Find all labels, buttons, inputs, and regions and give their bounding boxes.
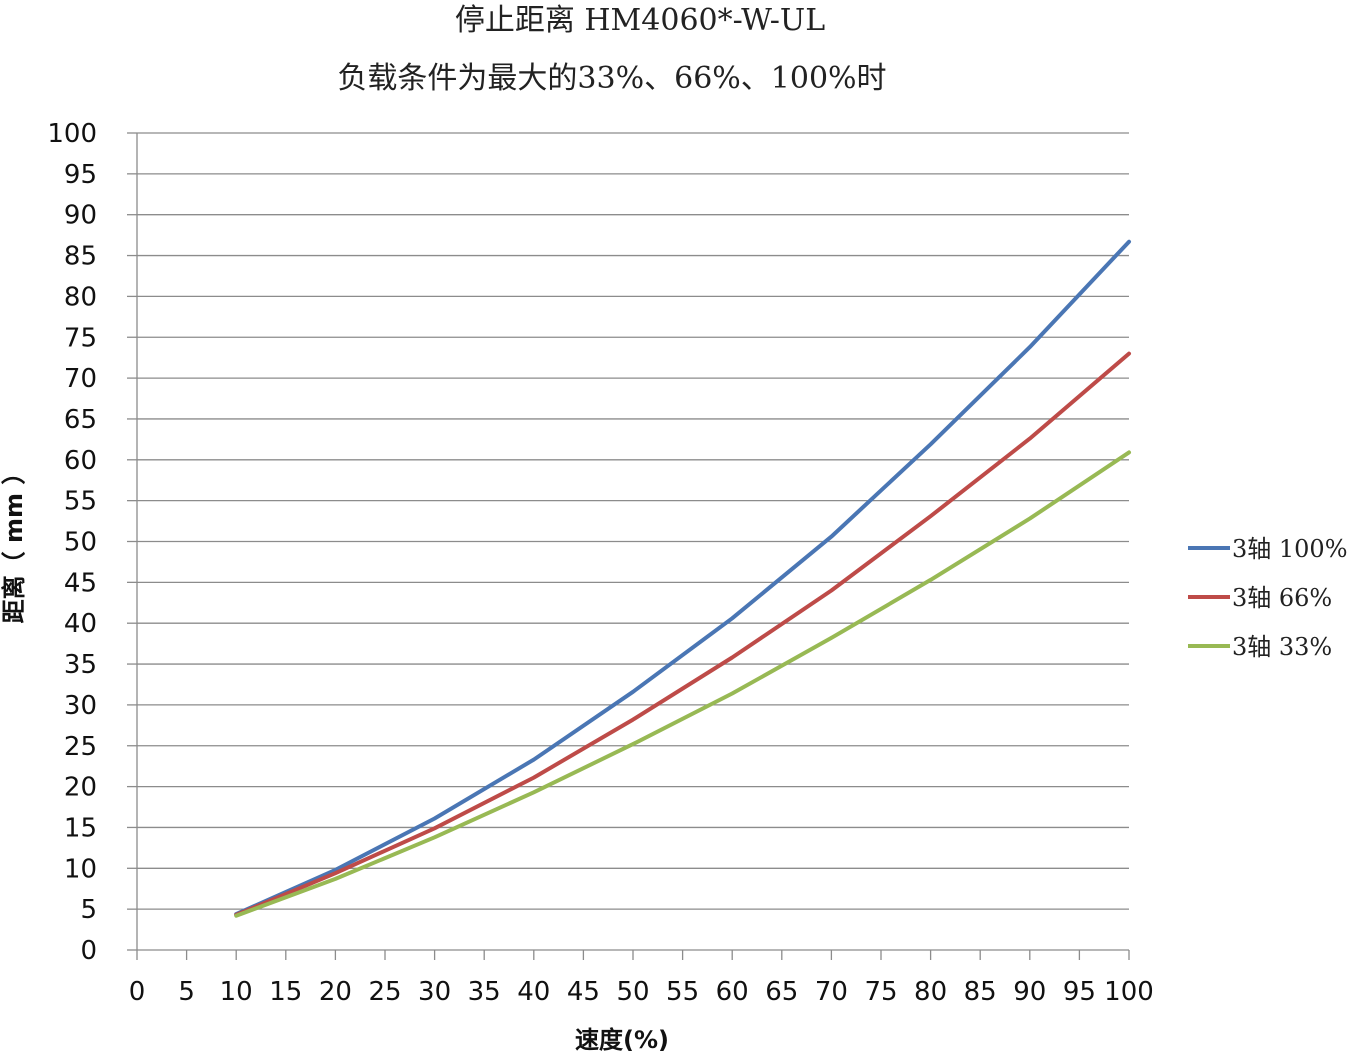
x-tick-label: 35: [468, 977, 501, 1007]
series-line-1: [234, 351, 1131, 917]
x-tick-label: 15: [269, 977, 302, 1007]
y-tick-label: 35: [64, 650, 97, 680]
x-tick-label: 20: [319, 977, 352, 1007]
legend: 3轴 100% 3轴 66% 3轴 33%: [1188, 535, 1348, 661]
legend-label-1: 3轴 66%: [1232, 584, 1332, 612]
x-axis-label: 速度(%): [575, 1026, 669, 1054]
y-tick-label: 5: [80, 895, 97, 925]
y-tick-label: 10: [64, 854, 97, 884]
y-tick-label: 30: [64, 691, 97, 721]
y-tick-label: 75: [64, 323, 97, 353]
x-tick-label: 100: [1104, 977, 1154, 1007]
y-tick-label: 90: [64, 201, 97, 231]
x-tick-labels: 0 5 10 15 20 25 30 35 40 45 50 55 60 65 70 75 80 85 90 95 10…: [129, 977, 1154, 1007]
y-tick-label: 40: [64, 609, 97, 639]
y-tick-label: 100: [47, 119, 97, 149]
legend-label-2: 3轴 33%: [1232, 633, 1332, 661]
x-tick-label: 90: [1013, 977, 1046, 1007]
y-tick-label: 60: [64, 446, 97, 476]
x-tick-label: 85: [964, 977, 997, 1007]
x-tick-label: 60: [716, 977, 749, 1007]
y-tick-label: 50: [64, 528, 97, 558]
y-tick-label: 95: [64, 160, 97, 190]
y-tick-label: 65: [64, 405, 97, 435]
y-tick-label: 25: [64, 732, 97, 762]
x-tick-label: 0: [129, 977, 146, 1007]
y-tick-labels: 0 5 10 15 20 25 30 35 40 45 50 55 60 65 70 75 80 85 90 95 10…: [47, 119, 97, 966]
y-tick-label: 70: [64, 364, 97, 394]
x-tick-label: 45: [567, 977, 600, 1007]
y-tick-label: 80: [64, 282, 97, 312]
y-axis-label: 距离（ mm ）: [0, 461, 28, 624]
x-tick-label: 10: [220, 977, 253, 1007]
x-tick-label: 95: [1063, 977, 1096, 1007]
x-tick-label: 55: [666, 977, 699, 1007]
x-tick-label: 65: [765, 977, 798, 1007]
x-tick-label: 80: [914, 977, 947, 1007]
x-tick-label: 70: [815, 977, 848, 1007]
x-tick-label: 25: [368, 977, 401, 1007]
x-tick-label: 30: [418, 977, 451, 1007]
x-tick-label: 5: [178, 977, 195, 1007]
series-line-0: [234, 239, 1131, 917]
x-tick-label: 40: [517, 977, 550, 1007]
y-tick-label: 85: [64, 242, 97, 272]
x-tick-label: 75: [864, 977, 897, 1007]
series-line-2: [234, 450, 1131, 918]
chart-title: 停止距离 HM4060*-W-UL: [455, 3, 825, 38]
axes: [127, 132, 1130, 960]
y-tick-label: 20: [64, 773, 97, 803]
y-tick-label: 55: [64, 487, 97, 517]
y-tick-label: 0: [80, 936, 97, 966]
x-tick-label: 50: [616, 977, 649, 1007]
series-lines: [234, 239, 1131, 918]
grid-lines: [137, 132, 1129, 910]
chart-subtitle: 负载条件为最大的33%、66%、100%时: [337, 61, 886, 96]
y-tick-label: 45: [64, 568, 97, 598]
legend-label-0: 3轴 100%: [1232, 535, 1348, 563]
y-tick-label: 15: [64, 813, 97, 843]
